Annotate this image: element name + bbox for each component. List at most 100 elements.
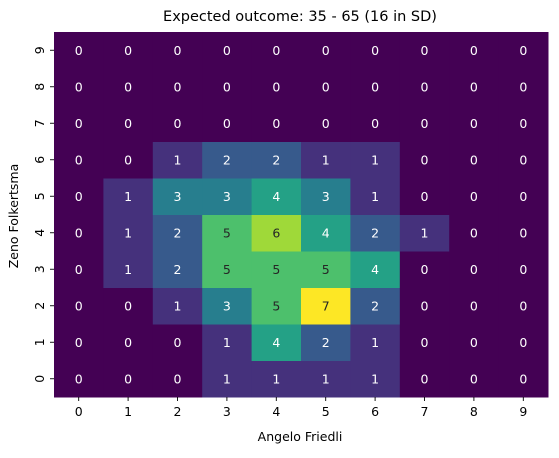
cell-value-label: 0 [75,116,83,131]
heatmap-cell [152,287,203,325]
cell-value-label: 2 [174,262,182,277]
heatmap-cell [301,251,351,288]
heatmap-cell [498,178,549,215]
cell-value-label: 0 [124,116,132,131]
heatmap-cell [449,141,500,179]
cell-value-label: 5 [272,262,280,277]
cell-value-label: 0 [470,371,478,386]
cell-value-label: 0 [272,116,280,131]
cell-value-label: 0 [519,152,527,167]
heatmap-cell [103,178,154,215]
cell-value-label: 0 [519,262,527,277]
heatmap-cell [152,32,203,69]
heatmap-cell [301,287,351,325]
cell-value-label: 1 [223,335,231,350]
heatmap-cell [399,251,450,288]
heatmap-cell [202,141,253,179]
heatmap-cell [103,214,154,252]
heatmap-cell [54,251,104,288]
heatmap-cell [251,105,302,142]
cell-value-label: 0 [421,152,429,167]
heatmap-cell [449,214,500,252]
cell-value-label: 1 [371,371,379,386]
heatmap-cell [54,178,104,215]
cell-value-label: 4 [272,335,280,350]
cell-value-label: 0 [75,43,83,58]
heatmap-cell [251,214,302,252]
y-tick-label: 3 [32,265,47,273]
cell-value-label: 0 [75,262,83,277]
cell-value-label: 0 [75,189,83,204]
heatmap-cell [350,214,401,252]
cell-value-label: 0 [223,116,231,131]
heatmap-cell [399,68,450,106]
heatmap-cell [251,360,302,398]
heatmap-cell [301,68,351,106]
x-tick-label: 9 [519,404,527,419]
cell-value-label: 2 [322,335,330,350]
cell-value-label: 0 [75,79,83,94]
heatmap-cell [103,32,154,69]
y-tick-label: 1 [32,338,47,346]
y-tick-label: 5 [32,192,47,200]
heatmap-cell [498,287,549,325]
cell-value-label: 0 [470,116,478,131]
cell-value-label: 0 [124,43,132,58]
y-tick-label: 8 [32,83,47,91]
cell-value-label: 0 [124,371,132,386]
cell-value-label: 0 [272,43,280,58]
heatmap-cell [498,105,549,142]
cell-value-label: 0 [124,298,132,313]
heatmap-cell [350,287,401,325]
heatmap-cell [399,214,450,252]
heatmap-cell [54,324,104,361]
heatmap-cell [202,214,253,252]
heatmap-cell [498,141,549,179]
cell-value-label: 1 [272,371,280,386]
cell-value-label: 0 [519,298,527,313]
x-tick-label: 8 [470,404,478,419]
cell-value-label: 2 [371,298,379,313]
heatmap-cell [251,32,302,69]
cell-value-label: 1 [371,189,379,204]
heatmap-cell [251,287,302,325]
heatmap-cell [301,32,351,69]
cell-value-label: 0 [421,116,429,131]
cell-value-label: 0 [421,189,429,204]
heatmap-cell [103,105,154,142]
cell-value-label: 0 [174,335,182,350]
cell-value-label: 1 [174,298,182,313]
heatmap-cell [301,324,351,361]
heatmap-cell [449,360,500,398]
heatmap-cell [103,251,154,288]
cell-value-label: 3 [322,189,330,204]
x-tick-label: 0 [75,404,83,419]
heatmap-cell [449,32,500,69]
heatmap-cell [152,105,203,142]
heatmap-cell [301,141,351,179]
heatmap-cell [202,105,253,142]
heatmap-cell [498,360,549,398]
heatmap-cell [54,214,104,252]
heatmap-cell [301,214,351,252]
cell-value-label: 0 [272,79,280,94]
cell-value-label: 5 [322,262,330,277]
cell-value-label: 0 [421,262,429,277]
heatmap-cell [152,68,203,106]
heatmap-cell [54,287,104,325]
heatmap-cell [301,105,351,142]
heatmap-cell [399,32,450,69]
heatmap-cell [251,324,302,361]
cell-labels: 0 0 0 1 1 1 1 0 0 0 0 0 0 1 4 2 1 0 0 0 0 0 1 3 5 7 2 0 0 0 0 1 2 5 5 5 4 0 0 0… [75,43,528,387]
heatmap-cell [449,251,500,288]
cell-value-label: 2 [272,152,280,167]
heatmap-cell [449,178,500,215]
heatmap-cell [350,68,401,106]
heatmap-cell [152,178,203,215]
cell-value-label: 0 [371,116,379,131]
cell-value-label: 0 [519,79,527,94]
cell-value-label: 2 [174,225,182,240]
cell-value-label: 0 [421,371,429,386]
